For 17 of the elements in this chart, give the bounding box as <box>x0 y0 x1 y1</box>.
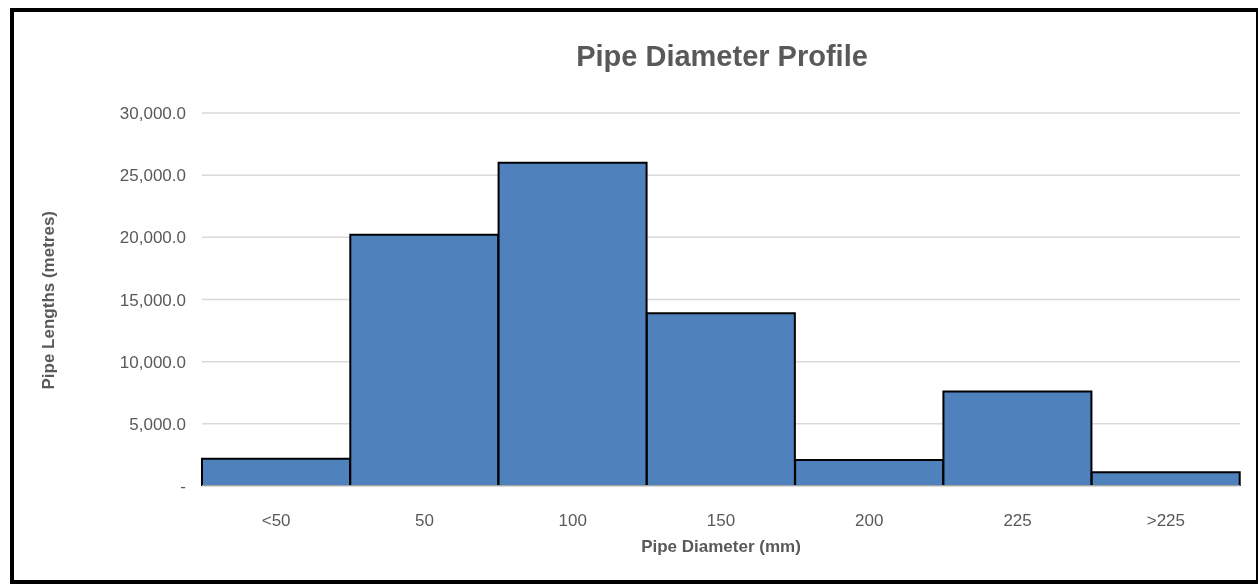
y-tick-label: 25,000.0 <box>119 166 186 186</box>
y-tick-label: - <box>180 477 186 497</box>
x-tick-label: 100 <box>558 511 587 531</box>
y-tick-label: 30,000.0 <box>119 104 186 124</box>
x-tick-label: >225 <box>1146 511 1186 531</box>
x-tick-label: 50 <box>414 511 434 531</box>
chart-title: Pipe Diameter Profile <box>575 40 869 73</box>
y-tick-label: 20,000.0 <box>119 228 186 248</box>
x-tick-label: 150 <box>706 511 736 531</box>
y-axis-title: Pipe Lengths (metres) <box>39 210 59 390</box>
x-tick-label: 225 <box>1003 511 1032 531</box>
y-tick-label: 5,000.0 <box>129 414 186 434</box>
x-tick-label: <50 <box>261 511 291 531</box>
y-tick-label: 10,000.0 <box>119 352 186 372</box>
y-tick-label: 15,000.0 <box>119 290 186 310</box>
x-axis-title: Pipe Diameter (mm) <box>641 537 801 556</box>
x-tick-label: 200 <box>855 511 884 531</box>
